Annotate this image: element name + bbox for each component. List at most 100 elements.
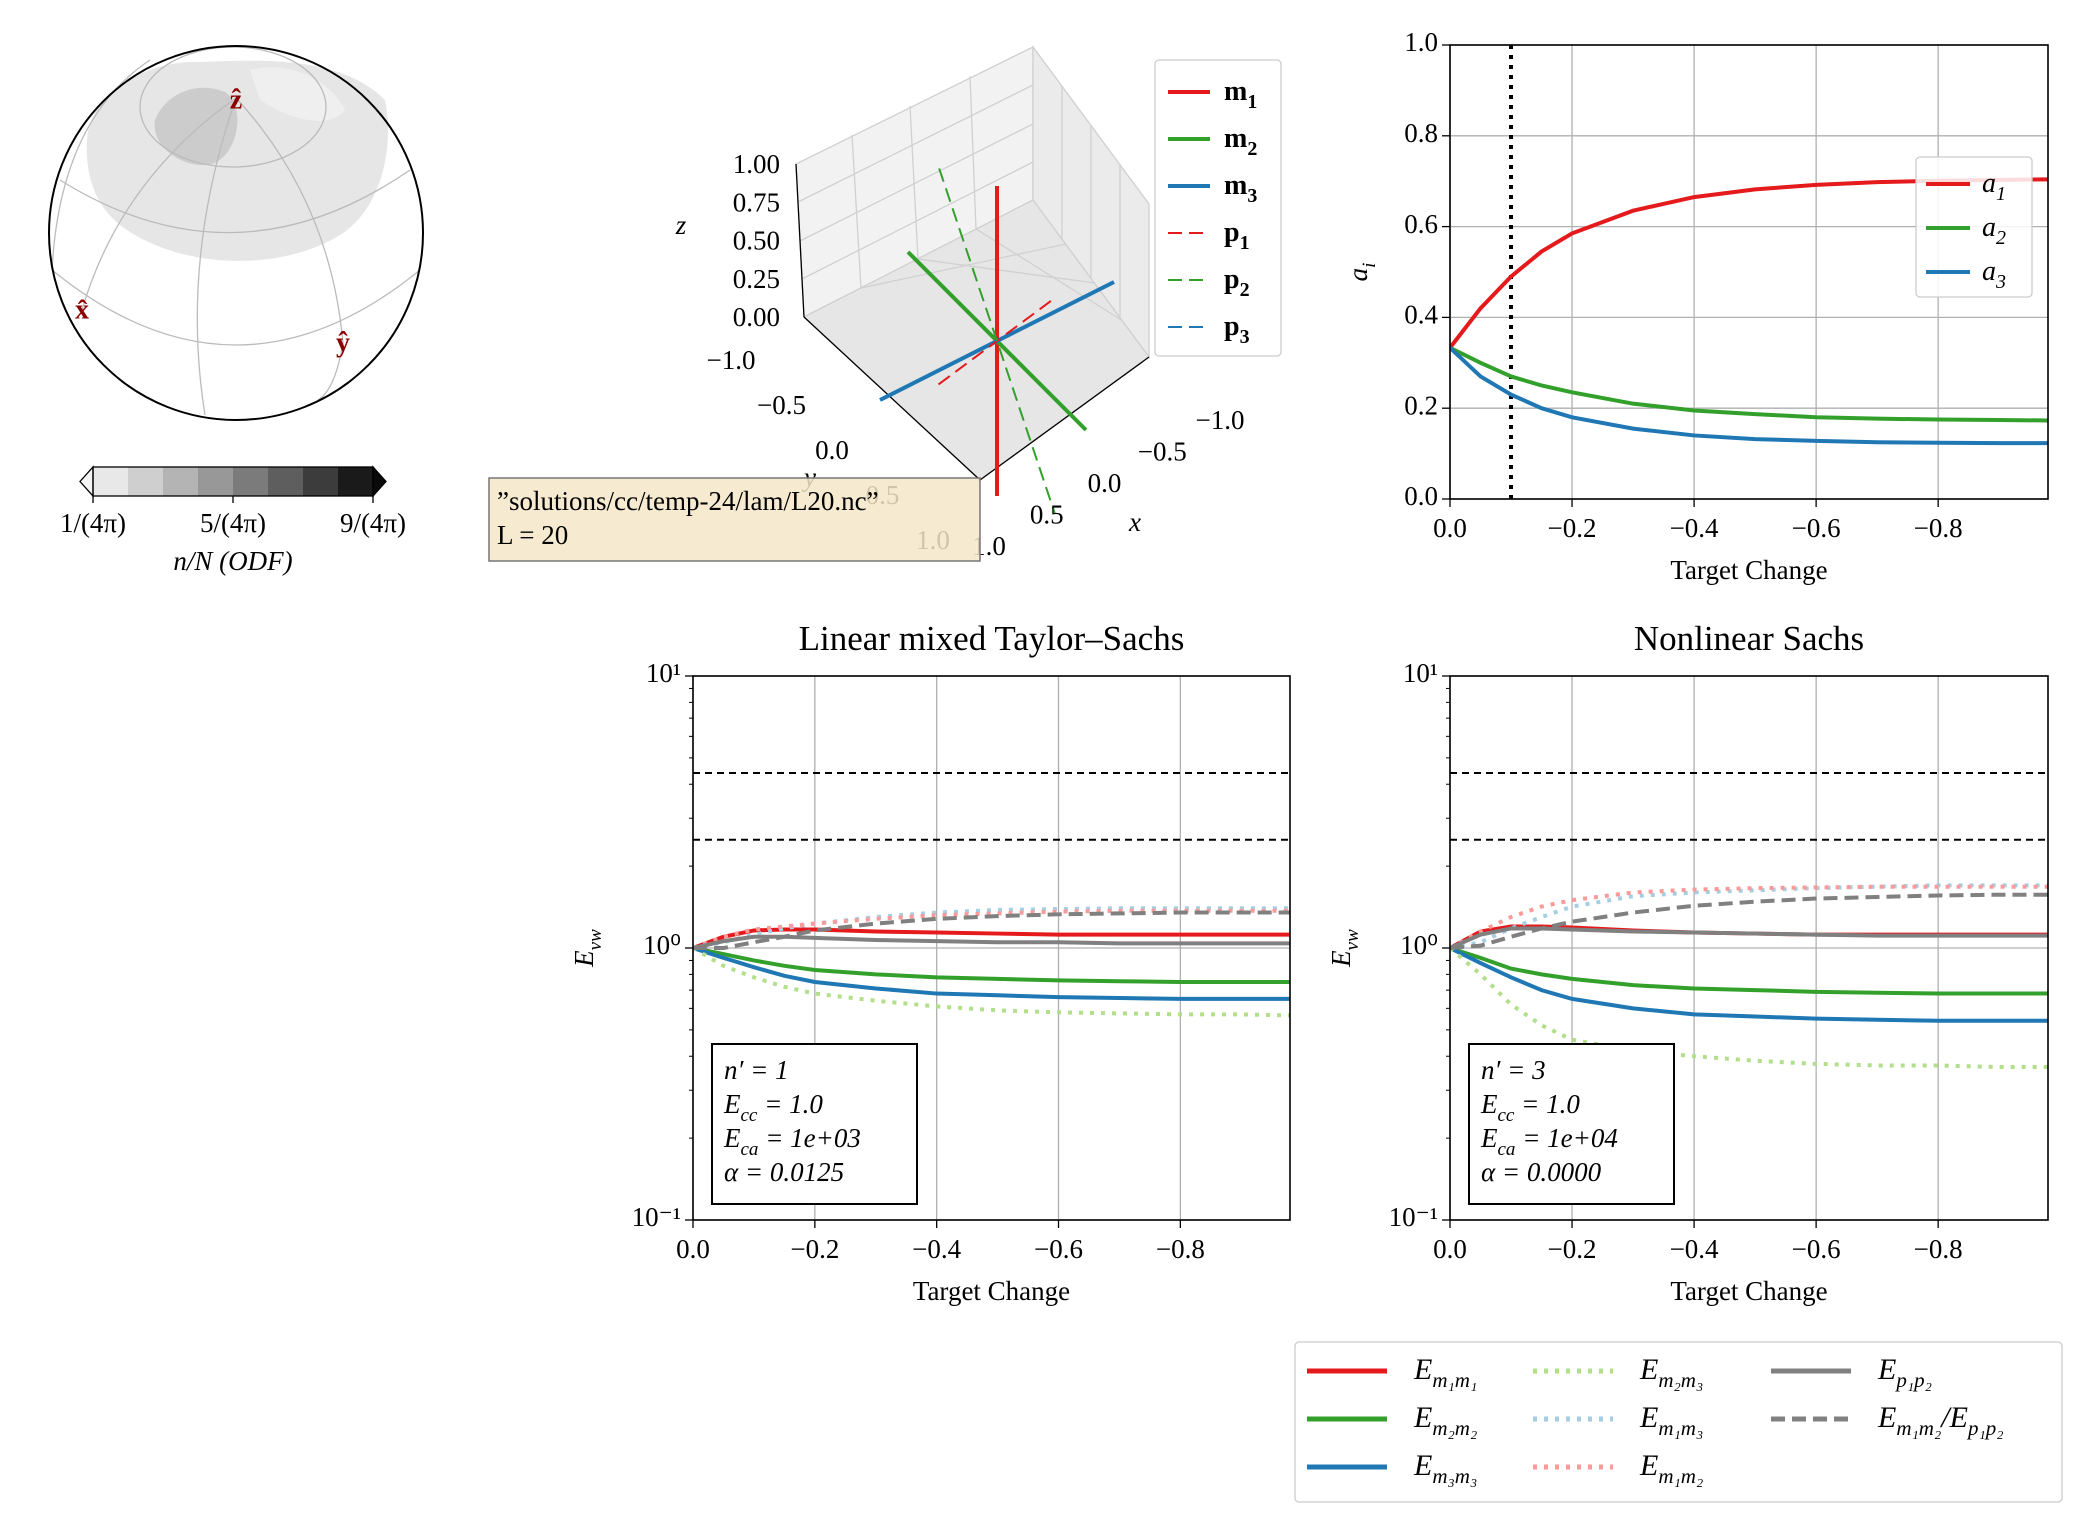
colorbar-tick-label: 9/(4π) (340, 508, 406, 538)
x-tick-label: −0.6 (1034, 1234, 1083, 1264)
text-part: n′ = 1 (724, 1055, 789, 1085)
text-part: /E (1939, 1401, 1968, 1434)
text-part: E (1639, 1401, 1658, 1434)
text-part: E (1326, 950, 1356, 968)
pane-grid (799, 123, 1034, 242)
text-part: m (1224, 123, 1247, 154)
colorbar-segment (128, 467, 163, 496)
legend-label: p1 (1224, 217, 1250, 254)
odf-region (154, 87, 238, 166)
legend-frame (1294, 1341, 2063, 1503)
colorbar-segment (303, 467, 338, 496)
colorbar-segment (233, 467, 268, 496)
text-part: E (723, 1123, 741, 1153)
y-tick-label: 1.0 (1404, 27, 1438, 57)
colorbar-segment (163, 467, 198, 496)
series-line (693, 946, 1290, 1001)
text-part: a (1343, 268, 1373, 282)
series-line (1450, 884, 2048, 950)
subscript: 2 (1240, 279, 1250, 301)
text-part: E (1480, 1089, 1498, 1119)
colorbar-tick-label: 1/(4π) (60, 508, 126, 538)
subscript: m₁m₂ (1896, 1416, 1941, 1440)
x-tick-label: −1.0 (1196, 405, 1245, 435)
x-tick-label: −0.4 (912, 1234, 961, 1264)
legend-frame (1154, 59, 1282, 357)
legend-label: a1 (1982, 168, 2006, 205)
subscript: 3 (1240, 326, 1250, 348)
series-line (1450, 926, 2048, 950)
annotation-text: α = 0.0000 (1481, 1157, 1602, 1187)
annotation-text: Eca = 1e+04 (1480, 1123, 1618, 1160)
legend-label: m1 (1224, 76, 1257, 113)
x-tick-label: −0.8 (1914, 513, 1963, 543)
x-tick-label: 0.0 (676, 1234, 710, 1264)
annotation-text: L = 20 (497, 520, 568, 550)
legend-label: a2 (1982, 212, 2006, 249)
x-tick-label: 0.0 (1088, 468, 1122, 498)
text-part: α = 0.0125 (724, 1157, 844, 1187)
series-line (693, 934, 1290, 950)
subscript: 1 (1996, 183, 2006, 205)
sphere-grid (235, 97, 344, 401)
series-line (1450, 946, 2048, 1023)
series-line (1450, 946, 2048, 996)
annotation-text: n′ = 1 (724, 1055, 789, 1085)
x-tick-label: −0.4 (1670, 513, 1719, 543)
annotation-text: Ecc = 1.0 (723, 1089, 823, 1126)
sphere-grid (196, 97, 237, 416)
x-tick-label: −0.4 (1670, 1234, 1719, 1264)
text-part: p (1224, 264, 1240, 295)
x-tick-label: −0.5 (1138, 437, 1187, 467)
text-part: p (1224, 217, 1240, 248)
text-part: m (1224, 76, 1247, 107)
subscript: m₁m₃ (1658, 1416, 1703, 1440)
pane-grid (801, 161, 1034, 280)
pane-grid (909, 105, 919, 260)
colorbar-segment (268, 467, 303, 496)
legend-label: Em₁m₂ (1639, 1449, 1703, 1488)
subscript: 2 (1247, 138, 1257, 160)
y-tick-label: 0.2 (1404, 390, 1438, 420)
legend-label: Em₁m₃ (1639, 1401, 1703, 1440)
sphere-outline (48, 45, 424, 421)
series-line (693, 927, 1290, 950)
annotation-text: n′ = 3 (1481, 1055, 1546, 1085)
text-part: E (1413, 1401, 1432, 1434)
axis-label: x (1128, 507, 1141, 537)
series-line (693, 946, 1290, 984)
subscript: m₁m₂ (1658, 1464, 1703, 1488)
annotation-box (1468, 1043, 1675, 1205)
x-tick-label: −0.2 (790, 1234, 839, 1264)
y-tick-label: 10¹ (646, 658, 681, 688)
subscript: m₂m₂ (1432, 1416, 1477, 1440)
legend-label: a3 (1982, 256, 2006, 293)
subscript: m₁m₁ (1432, 1368, 1477, 1392)
axis-label: ẑ (230, 84, 242, 115)
subscript: m₃m₃ (1432, 1464, 1477, 1488)
text-part: = 1e+04 (1515, 1123, 1617, 1153)
x-tick-label: 0.5 (1030, 500, 1064, 530)
z-tick-label: 0.50 (733, 226, 780, 256)
text-part: m (1224, 170, 1247, 201)
subscript: p₁p₂ (1966, 1416, 2004, 1440)
x-tick-label: −0.2 (1548, 1234, 1597, 1264)
x-axis-label: Target Change (913, 1276, 1070, 1306)
subscript: 2 (1996, 227, 2006, 249)
x-tick-label: −0.6 (1792, 513, 1841, 543)
text-part: n′ = 3 (1481, 1055, 1546, 1085)
series-line (1450, 346, 2048, 446)
axes3d-panes (795, 45, 1150, 481)
z-tick-label: 1.00 (733, 149, 780, 179)
subscript: vw (1342, 929, 1363, 950)
subscript: 3 (1995, 271, 2006, 293)
colorbar-segment (198, 467, 233, 496)
annotation-box (488, 477, 981, 562)
z-tick-label: 0.00 (733, 302, 780, 332)
annotation-text: α = 0.0125 (724, 1157, 844, 1187)
text-part: E (569, 950, 599, 968)
pane-grid (975, 228, 1124, 322)
axes-frame (1449, 675, 2049, 1221)
series-line (693, 910, 1290, 950)
